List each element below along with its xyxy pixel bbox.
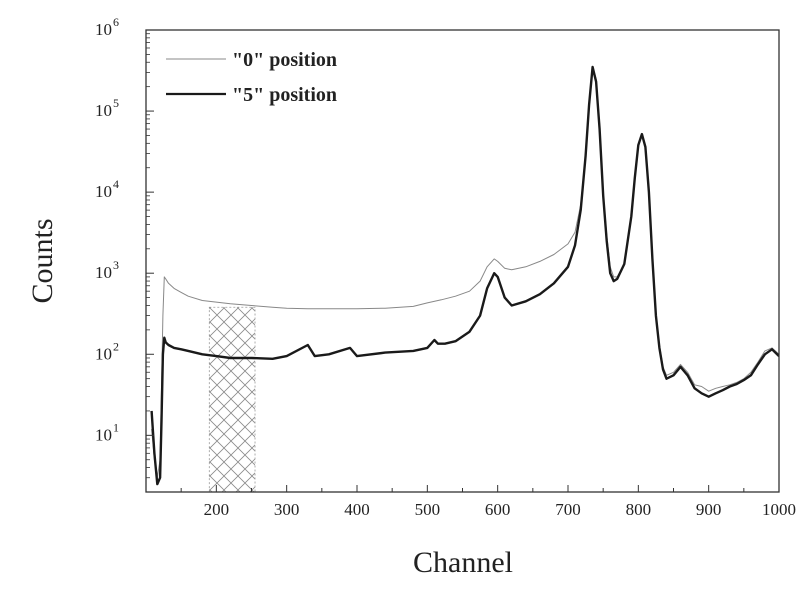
y-tick-label-0: 10 [95, 425, 112, 444]
y-tick-label-4: 10 [95, 101, 112, 120]
x-tick-label-8: 1000 [762, 500, 796, 519]
y-tick-exponent-4: 5 [113, 96, 119, 110]
y-tick-label-3: 10 [95, 182, 112, 201]
y-tick-exponent-3: 4 [113, 177, 119, 191]
series-line-1 [150, 65, 779, 486]
legend-label-series-0: "0" position [232, 49, 337, 71]
x-tick-label-0: 200 [204, 500, 230, 519]
shaded-region [208, 306, 256, 493]
legend-label-series-1: "5" position [232, 84, 337, 106]
x-tick-label-5: 700 [555, 500, 581, 519]
x-tick-label-3: 500 [415, 500, 441, 519]
y-axis-title: Counts [26, 218, 59, 303]
x-tick-label-1: 300 [274, 500, 300, 519]
y-tick-exponent-0: 1 [113, 420, 119, 434]
y-tick-label-1: 10 [95, 344, 112, 363]
x-axis-title: Channel [413, 546, 513, 579]
series-layer [150, 65, 779, 486]
x-tick-label-4: 600 [485, 500, 511, 519]
y-tick-label-2: 10 [95, 263, 112, 282]
y-tick-exponent-2: 3 [113, 258, 119, 272]
y-tick-label-5: 10 [95, 20, 112, 39]
x-tick-label-6: 800 [626, 500, 652, 519]
y-tick-exponent-5: 6 [113, 15, 119, 29]
x-tick-label-7: 900 [696, 500, 722, 519]
y-tick-exponent-1: 2 [113, 339, 119, 353]
shaded-region-layer [208, 306, 256, 493]
x-tick-label-2: 400 [344, 500, 370, 519]
legend: "0" position "5" position [166, 49, 337, 106]
